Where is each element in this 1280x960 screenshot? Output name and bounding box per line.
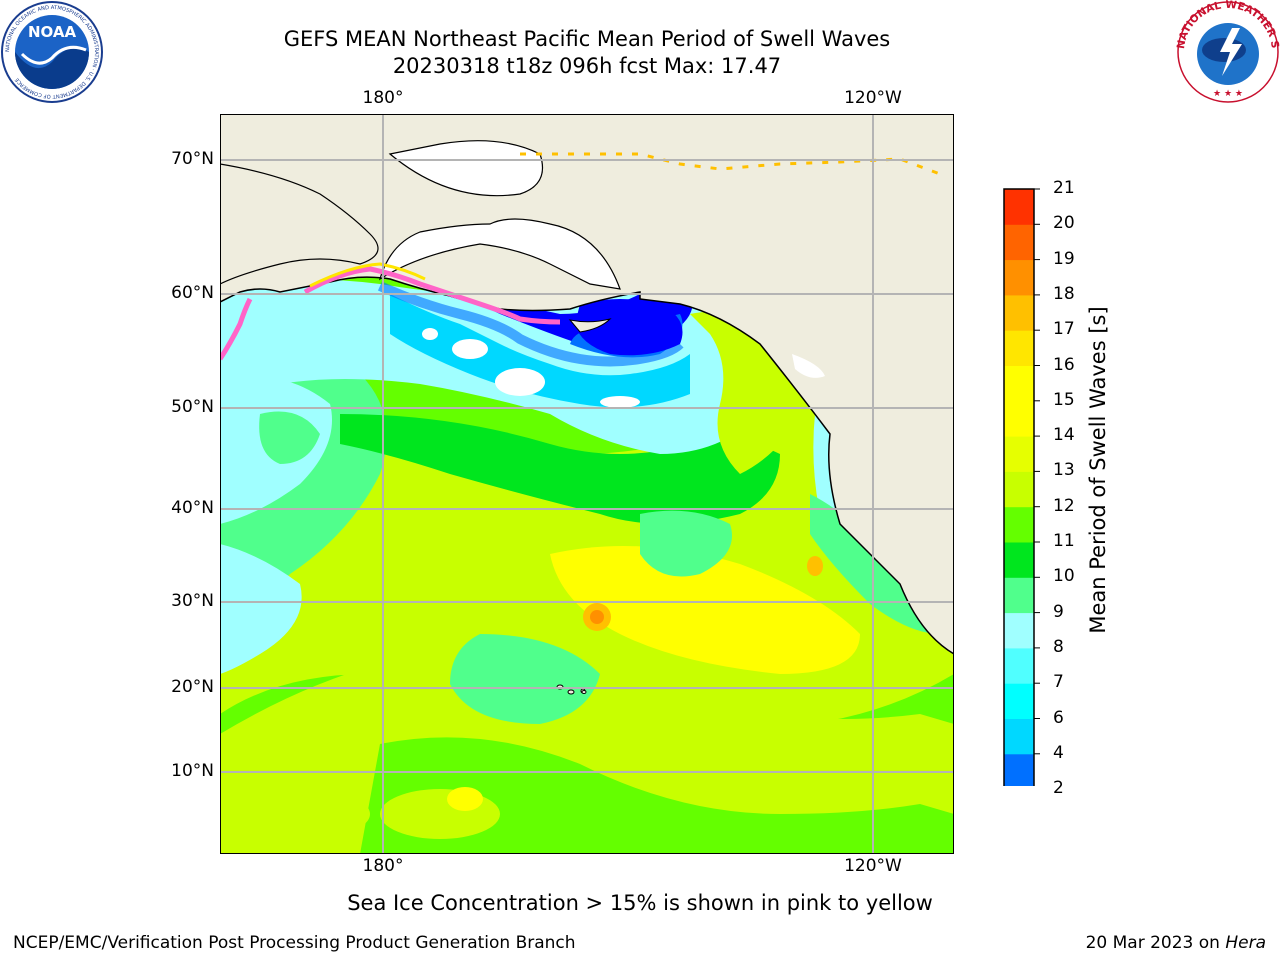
colorbar-segment	[1004, 189, 1034, 225]
colorbar-tick-label: 19	[1053, 248, 1075, 269]
colorbar-tick-label: 2	[1053, 778, 1064, 799]
longitude-tick-label: 180°	[362, 856, 404, 876]
colorbar-segment	[1004, 753, 1034, 786]
latitude-tick-label: 70°N	[171, 149, 214, 169]
colorbar-tick-label: 8	[1053, 636, 1064, 657]
colorbar-tick-label: 9	[1053, 601, 1064, 622]
colorbar-segment	[1004, 330, 1034, 366]
colorbar-segment	[1004, 577, 1034, 614]
noaa-logo-text: NOAA	[28, 23, 77, 41]
colorbar-segment	[1004, 542, 1034, 578]
colorbar-tick-label: 17	[1053, 319, 1075, 340]
colorbar-tick-label: 16	[1053, 354, 1075, 375]
colorbar-title: Mean Period of Swell Waves [s]	[1086, 306, 1110, 634]
latitude-tick-label: 50°N	[171, 397, 214, 417]
svg-text:★ ★ ★: ★ ★ ★	[1213, 89, 1243, 99]
sea-ice-note: Sea Ice Concentration > 15% is shown in …	[347, 891, 933, 915]
latitude-tick-label: 30°N	[171, 591, 214, 611]
colorbar-segment	[1004, 294, 1034, 331]
footer-date: 20 Mar 2023 on Hera	[1086, 933, 1266, 953]
colorbar-segment	[1004, 400, 1034, 437]
colorbar-segment	[1004, 683, 1034, 719]
latitude-tick-label: 40°N	[171, 498, 214, 518]
colorbar-segment	[1004, 259, 1034, 296]
colorbar-segment	[1004, 647, 1034, 684]
colorbar-tick-label: 20	[1053, 213, 1075, 234]
colorbar-tick-label: 21	[1053, 178, 1075, 198]
map-subtitle: 20230318 t18z 096h fcst Max: 17.47	[392, 54, 782, 78]
latitude-tick-label: 10°N	[171, 761, 214, 781]
colorbar-segment	[1004, 436, 1034, 472]
colorbar-tick-label: 10	[1053, 566, 1075, 587]
longitude-tick-label: 180°	[362, 88, 404, 108]
map-title: GEFS MEAN Northeast Pacific Mean Period …	[283, 27, 891, 51]
footer-date-text: 20 Mar 2023 on	[1085, 933, 1226, 953]
colorbar-tick-label: 15	[1053, 389, 1075, 410]
colorbar	[1003, 188, 1040, 786]
colorbar-segment	[1004, 718, 1034, 755]
landmass	[220, 114, 954, 695]
colorbar-tick-label: 7	[1053, 672, 1064, 693]
longitude-tick-label: 120°W	[844, 856, 902, 876]
colorbar-tick-label: 13	[1053, 460, 1075, 481]
colorbar-segment	[1004, 471, 1034, 508]
noaa-logo: NATIONAL OCEANIC AND ATMOSPHERIC ADMINIS…	[1, 1, 103, 103]
colorbar-segment	[1004, 224, 1034, 261]
colorbar-tick-label: 6	[1053, 707, 1064, 728]
colorbar-tick-label: 14	[1053, 425, 1075, 446]
colorbar-tick-label: 18	[1053, 283, 1075, 304]
colorbar-tick-label: 11	[1053, 531, 1075, 551]
colorbar-tick-label: 4	[1053, 742, 1064, 763]
colorbar-segment	[1004, 365, 1034, 402]
footer-host: Hera	[1225, 933, 1266, 953]
latitude-tick-label: 60°N	[171, 283, 214, 303]
swell-period-map	[220, 114, 954, 854]
footer-credit: NCEP/EMC/Verification Post Processing Pr…	[13, 933, 576, 953]
map-graticule	[220, 114, 954, 854]
latitude-tick-label: 20°N	[171, 677, 214, 697]
colorbar-tick-label: 12	[1053, 495, 1075, 516]
longitude-tick-label: 120°W	[844, 88, 902, 108]
colorbar-segment	[1004, 506, 1034, 543]
swell-period-field	[220, 274, 954, 854]
colorbar-segment	[1004, 612, 1034, 649]
nws-logo: NATIONAL WEATHER SERVICE ★ ★ ★	[1176, 0, 1280, 103]
